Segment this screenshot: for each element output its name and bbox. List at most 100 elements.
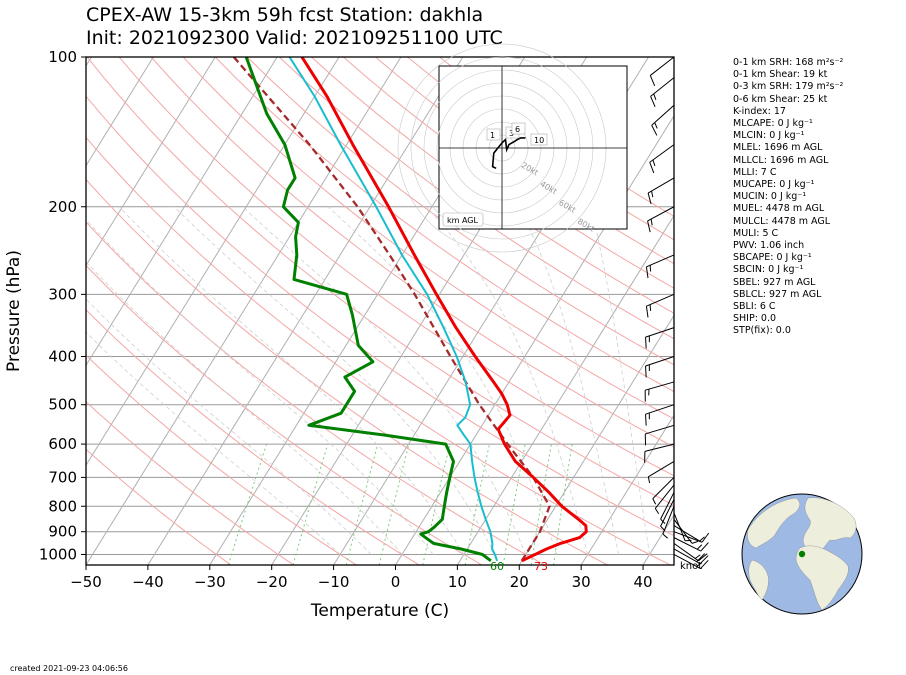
stat-mllcl: MLLCL: 1696 m AGL bbox=[733, 154, 829, 166]
wind-unit-label: knot bbox=[680, 561, 702, 572]
wind-barb-staff bbox=[660, 492, 675, 520]
hodograph-frame bbox=[438, 65, 628, 230]
stat-mucape: MUCAPE: 0 J kg⁻¹ bbox=[733, 179, 815, 191]
wind-barb-flag bbox=[645, 337, 647, 349]
stat-stp: STP(fix): 0.0 bbox=[733, 325, 791, 337]
stat-mucin: MUCIN: 0 J kg⁻¹ bbox=[733, 191, 807, 203]
wind-barb-staff bbox=[662, 506, 675, 535]
wind-barb bbox=[673, 525, 705, 542]
surface-dewpoint-label: 60 bbox=[490, 560, 504, 573]
wind-barb-half-flag bbox=[660, 525, 666, 532]
wind-barb-half-flag bbox=[650, 218, 653, 226]
wind-barb bbox=[673, 542, 708, 562]
wind-barb-staff bbox=[673, 525, 700, 542]
wind-barb-staff bbox=[673, 512, 686, 541]
stat-shear-0-1: 0-1 km Shear: 19 kt bbox=[733, 69, 828, 81]
dry-adiabat-line bbox=[150, 57, 674, 448]
stat-sbli: SBLI: 6 C bbox=[733, 301, 776, 313]
wind-barbs bbox=[644, 56, 710, 570]
dry-adiabat-line bbox=[118, 57, 674, 477]
wind-barb-staff bbox=[654, 484, 675, 509]
isotherm-line bbox=[456, 214, 674, 565]
dry-adiabat-line bbox=[246, 57, 674, 366]
isotherm-line bbox=[86, 57, 278, 367]
isotherm-line bbox=[518, 314, 674, 565]
hodograph-trace bbox=[491, 137, 526, 170]
wind-barb-flag bbox=[650, 96, 656, 107]
x-axis-label: Temperature (C) bbox=[310, 601, 449, 621]
wind-barb bbox=[649, 144, 675, 174]
moist-adiabat-line bbox=[119, 206, 465, 555]
moist-adiabat-line bbox=[590, 206, 650, 555]
hodograph-marker-box bbox=[486, 128, 501, 141]
dry-adiabat-line bbox=[86, 95, 674, 537]
wind-barb bbox=[654, 484, 675, 514]
wind-barb-staff bbox=[645, 327, 675, 338]
stat-muli: MULI: 5 C bbox=[733, 227, 779, 239]
wind-barb bbox=[649, 56, 675, 87]
wind-barb-staff bbox=[645, 356, 675, 367]
stat-mlel: MLEL: 1696 m AGL bbox=[733, 142, 823, 154]
wind-barb bbox=[645, 327, 675, 349]
wind-barb bbox=[644, 424, 675, 446]
wind-barb bbox=[647, 206, 675, 233]
moist-adiabat-line bbox=[327, 206, 558, 555]
hodograph-marker-box bbox=[511, 122, 526, 135]
temperature-line bbox=[300, 57, 588, 563]
station-marker bbox=[798, 550, 806, 558]
stat-sbel: SBEL: 927 m AGL bbox=[733, 276, 816, 288]
x-tick-label: 20 bbox=[510, 573, 529, 591]
dry-adiabat-line bbox=[86, 221, 546, 565]
stat-muel: MUEL: 4478 m AGL bbox=[733, 203, 825, 215]
wind-barb bbox=[645, 404, 675, 426]
wind-barb-staff bbox=[647, 206, 675, 222]
wind-barb bbox=[644, 381, 675, 402]
wind-barb-flag bbox=[700, 542, 709, 552]
stat-mulcl: MULCL: 4478 m AGL bbox=[733, 215, 831, 227]
wind-barb-flag bbox=[651, 125, 658, 136]
x-tick-label: 10 bbox=[448, 573, 467, 591]
dry-adiabat-line bbox=[278, 57, 674, 340]
x-tick-label: 0 bbox=[391, 573, 401, 591]
wind-barb-flag bbox=[645, 414, 647, 426]
x-tick-label: −40 bbox=[132, 573, 164, 591]
y-tick-label: 600 bbox=[48, 435, 77, 453]
y-tick-label: 800 bbox=[48, 497, 77, 515]
dry-adiabat-line bbox=[86, 400, 294, 565]
mixing-ratio-line bbox=[530, 444, 552, 565]
wind-barb-half-flag bbox=[662, 533, 669, 539]
wind-barb-staff bbox=[647, 177, 675, 194]
wind-barb-staff bbox=[645, 404, 675, 415]
y-tick-label: 700 bbox=[48, 468, 77, 486]
x-tick-label: −30 bbox=[194, 573, 226, 591]
wind-barb-half-flag bbox=[654, 508, 660, 514]
dry-adiabat-line bbox=[86, 57, 674, 506]
y-tick-label: 900 bbox=[48, 523, 77, 541]
hodograph-marker-label: 3 bbox=[509, 129, 514, 138]
wind-barb-staff bbox=[673, 542, 699, 562]
mixing-ratio-line bbox=[292, 443, 329, 565]
wind-barb-half-flag bbox=[691, 540, 699, 544]
wind-barb-flag bbox=[698, 553, 708, 562]
surface-temperature-label: 73 bbox=[534, 560, 548, 573]
wind-barb-staff bbox=[646, 293, 675, 307]
chart-title-line1: CPEX-AW 15-3km 59h fcst Station: dakhla bbox=[86, 4, 484, 26]
globe-land-africa bbox=[795, 545, 849, 611]
wind-barb bbox=[673, 519, 699, 544]
wind-barb-half-flag bbox=[654, 122, 658, 129]
wind-barb bbox=[647, 460, 675, 484]
mixing-ratio-line bbox=[502, 444, 526, 565]
wind-barb bbox=[645, 293, 675, 318]
wind-barb-half-flag bbox=[696, 544, 703, 550]
wind-barb-flag bbox=[700, 559, 709, 569]
wind-barb-flag bbox=[699, 555, 709, 565]
wind-barb bbox=[673, 537, 709, 552]
wind-barb bbox=[673, 531, 710, 543]
stat-sblcl: SBLCL: 927 m AGL bbox=[733, 288, 822, 300]
stat-shear-0-6: 0-6 km Shear: 25 kt bbox=[733, 93, 828, 105]
wind-barb-flag bbox=[645, 306, 649, 318]
wind-barb bbox=[647, 177, 675, 205]
wind-barb-half-flag bbox=[652, 159, 656, 167]
wind-barb-staff bbox=[645, 381, 675, 391]
